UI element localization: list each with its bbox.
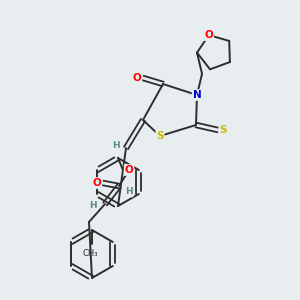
Text: H: H	[89, 202, 97, 211]
Text: S: S	[156, 131, 164, 141]
Text: O: O	[93, 178, 101, 188]
Text: N: N	[193, 90, 201, 100]
Text: O: O	[124, 165, 134, 175]
Text: H: H	[125, 188, 133, 196]
Text: H: H	[112, 140, 120, 149]
Text: O: O	[205, 30, 213, 40]
Text: CH₃: CH₃	[82, 249, 98, 258]
Text: S: S	[219, 125, 227, 135]
Text: O: O	[133, 73, 141, 83]
